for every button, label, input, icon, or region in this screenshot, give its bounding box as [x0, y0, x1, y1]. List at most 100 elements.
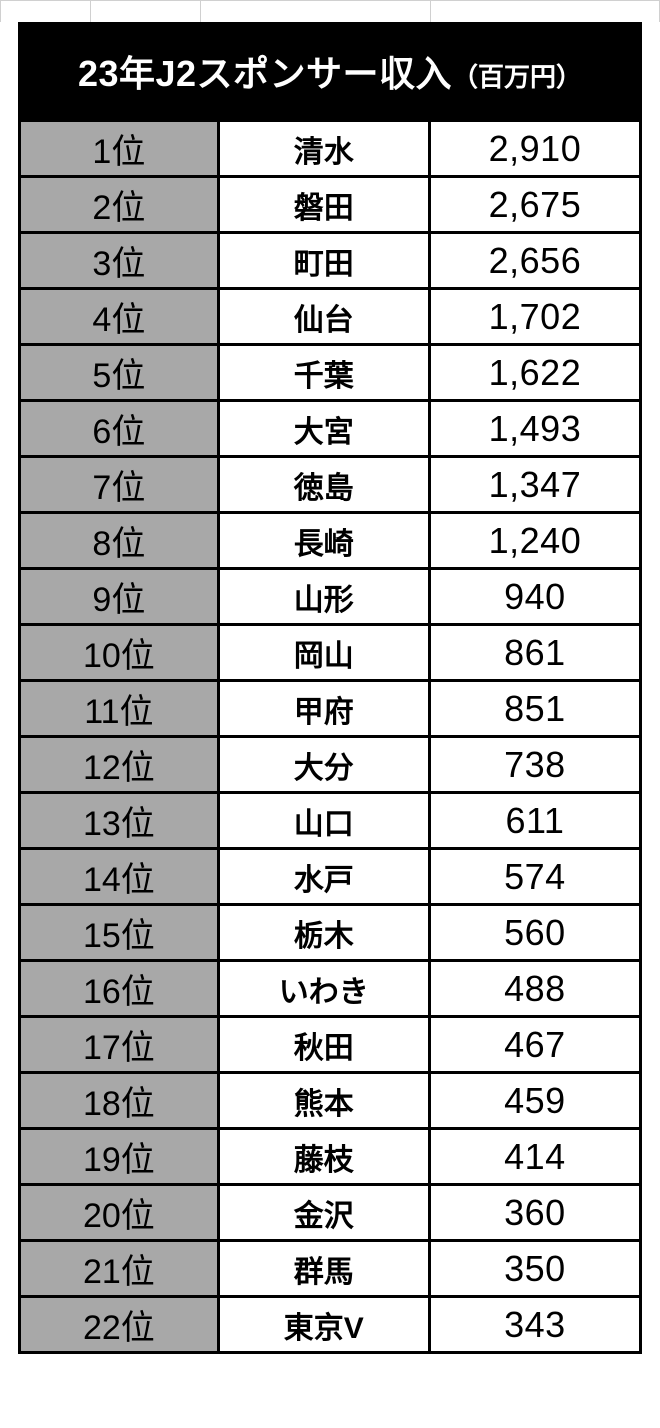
spreadsheet-background: 23年J2スポンサー収入（百万円） 1位清水2,9102位磐田2,6753位町田… — [0, 0, 660, 1428]
value-cell: 2,675 — [429, 177, 640, 233]
rank-number: 1 — [92, 133, 111, 171]
value-cell: 1,702 — [429, 289, 640, 345]
rank-number: 18 — [83, 1085, 121, 1123]
rank-cell: 7位 — [20, 457, 219, 513]
rank-number: 11 — [84, 693, 119, 731]
sponsor-income-table: 23年J2スポンサー収入（百万円） 1位清水2,9102位磐田2,6753位町田… — [18, 22, 642, 1354]
rank-number: 15 — [83, 917, 121, 955]
rank-number: 9 — [92, 581, 111, 619]
rank-cell: 17位 — [20, 1017, 219, 1073]
team-cell: 長崎 — [218, 513, 429, 569]
table-row: 17位秋田467 — [20, 1017, 641, 1073]
sheet-gridline — [0, 0, 660, 1]
rank-cell: 18位 — [20, 1073, 219, 1129]
rank-number: 22 — [83, 1309, 121, 1347]
rank-cell: 6位 — [20, 401, 219, 457]
table-row: 11位甲府851 — [20, 681, 641, 737]
team-cell: 大分 — [218, 737, 429, 793]
table-row: 20位金沢360 — [20, 1185, 641, 1241]
value-cell: 350 — [429, 1241, 640, 1297]
rank-suffix: 位 — [111, 413, 145, 451]
table-row: 21位 群馬350 — [20, 1241, 641, 1297]
team-cell: 仙台 — [218, 289, 429, 345]
rank-number: 2 — [92, 189, 111, 227]
rank-number: 3 — [92, 245, 111, 283]
title-row: 23年J2スポンサー収入（百万円） — [20, 24, 641, 121]
sheet-gridline — [90, 0, 91, 22]
rank-cell: 3位 — [20, 233, 219, 289]
rank-suffix: 位 — [121, 1253, 155, 1291]
table-row: 1位清水2,910 — [20, 121, 641, 177]
rank-cell: 13位 — [20, 793, 219, 849]
value-cell: 1,347 — [429, 457, 640, 513]
team-cell: 水戸 — [218, 849, 429, 905]
rank-suffix: 位 — [111, 301, 145, 339]
title-unit-text: （百万円） — [452, 62, 582, 92]
table-row: 10位岡山861 — [20, 625, 641, 681]
title-main-text: 23年J2スポンサー収入 — [78, 53, 452, 94]
value-cell: 851 — [429, 681, 640, 737]
rank-suffix: 位 — [111, 245, 145, 283]
team-cell: いわき — [218, 961, 429, 1017]
rank-suffix: 位 — [121, 1085, 155, 1123]
table-container: 23年J2スポンサー収入（百万円） 1位清水2,9102位磐田2,6753位町田… — [18, 22, 642, 1354]
rank-number: 14 — [83, 861, 121, 899]
rank-cell: 15位 — [20, 905, 219, 961]
rank-cell: 5位 — [20, 345, 219, 401]
rank-number: 5 — [92, 357, 111, 395]
rank-suffix: 位 — [121, 805, 155, 843]
value-cell: 1,493 — [429, 401, 640, 457]
rank-number: 13 — [83, 805, 121, 843]
rank-number: 21 — [83, 1253, 121, 1291]
rank-cell: 20位 — [20, 1185, 219, 1241]
team-cell: 山口 — [218, 793, 429, 849]
table-row: 14位水戸574 — [20, 849, 641, 905]
rank-suffix: 位 — [121, 1309, 155, 1347]
rank-cell: 4位 — [20, 289, 219, 345]
value-cell: 611 — [429, 793, 640, 849]
rank-number: 4 — [92, 301, 111, 339]
rank-cell: 1位 — [20, 121, 219, 177]
rank-cell: 12位 — [20, 737, 219, 793]
value-cell: 343 — [429, 1297, 640, 1353]
rank-suffix: 位 — [111, 469, 145, 507]
rank-suffix: 位 — [121, 973, 155, 1011]
table-row: 22位 東京V343 — [20, 1297, 641, 1353]
team-cell: 磐田 — [218, 177, 429, 233]
value-cell: 414 — [429, 1129, 640, 1185]
value-cell: 2,656 — [429, 233, 640, 289]
sheet-gridline — [430, 0, 431, 22]
rank-suffix: 位 — [111, 581, 145, 619]
rank-suffix: 位 — [121, 861, 155, 899]
team-cell: 東京V — [218, 1297, 429, 1353]
team-cell: 秋田 — [218, 1017, 429, 1073]
table-row: 5位千葉1,622 — [20, 345, 641, 401]
rank-number: 19 — [83, 1141, 121, 1179]
value-cell: 2,910 — [429, 121, 640, 177]
table-row: 9位山形940 — [20, 569, 641, 625]
rank-suffix: 位 — [121, 917, 155, 955]
rank-suffix: 位 — [120, 693, 154, 731]
value-cell: 488 — [429, 961, 640, 1017]
rank-number: 20 — [83, 1197, 121, 1235]
team-cell: 千葉 — [218, 345, 429, 401]
value-cell: 738 — [429, 737, 640, 793]
rank-cell: 9位 — [20, 569, 219, 625]
rank-suffix: 位 — [121, 637, 155, 675]
sheet-gridline — [200, 0, 201, 22]
rank-suffix: 位 — [121, 1029, 155, 1067]
value-cell: 1,622 — [429, 345, 640, 401]
rank-suffix: 位 — [111, 189, 145, 227]
value-cell: 1,240 — [429, 513, 640, 569]
value-cell: 360 — [429, 1185, 640, 1241]
table-row: 7位徳島1,347 — [20, 457, 641, 513]
table-row: 6位大宮1,493 — [20, 401, 641, 457]
table-row: 8位長崎1,240 — [20, 513, 641, 569]
team-cell: 群馬 — [218, 1241, 429, 1297]
team-cell: 栃木 — [218, 905, 429, 961]
rank-cell: 8位 — [20, 513, 219, 569]
rank-number: 10 — [83, 637, 121, 675]
rank-number: 17 — [83, 1029, 121, 1067]
team-cell: 町田 — [218, 233, 429, 289]
rank-suffix: 位 — [121, 1141, 155, 1179]
